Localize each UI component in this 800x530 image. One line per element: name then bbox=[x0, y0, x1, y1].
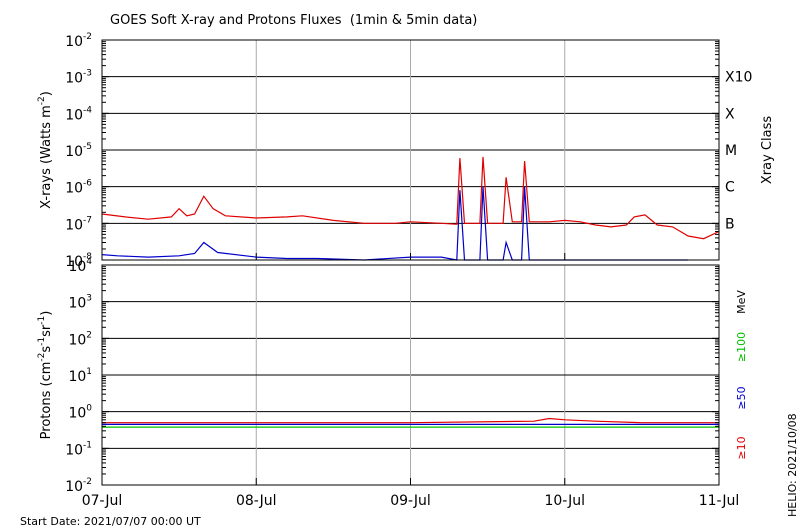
xray-y-ticks: 10-8 10-7 10-6 10-5 10-4 10-3 10-2 bbox=[65, 32, 719, 270]
xray-panel: 10-8 10-7 10-6 10-5 10-4 10-3 10-2 B C M X X10 X-r… bbox=[37, 32, 775, 270]
chart-title: GOES Soft X-ray and Protons Fluxes (1min… bbox=[110, 13, 477, 28]
proton-y-ticks: 10-2 10-1 100 101 102 103 104 bbox=[65, 257, 719, 495]
proton-y-tick-label: 102 bbox=[68, 330, 92, 348]
proton-legend-label: ≥50 bbox=[735, 386, 748, 409]
xray-class-label: C bbox=[725, 180, 735, 196]
proton-legend-label: ≥100 bbox=[735, 332, 748, 362]
xray-y-tick-label: 10-6 bbox=[65, 179, 92, 197]
proton-curves bbox=[102, 417, 719, 428]
xray-y-tick-label: 10-4 bbox=[65, 105, 92, 123]
xray-y-axis-label: X-rays (Watts m-2) bbox=[37, 91, 54, 209]
proton-grid bbox=[102, 264, 719, 486]
proton-legend-label: ≥10 bbox=[735, 436, 748, 459]
proton-y-axis-label: Protons (cm-2s-1sr-1) bbox=[37, 311, 54, 440]
xray-class-labels: B C M X X10 bbox=[725, 70, 752, 233]
xray-y-tick-label: 10-7 bbox=[65, 215, 92, 233]
x-tick-label: 07-Jul bbox=[82, 493, 123, 509]
proton-panel: 10-2 10-1 100 101 102 103 104 Protons (cm-2s-1… bbox=[37, 257, 748, 495]
x-tick-label: 10-Jul bbox=[544, 493, 585, 509]
xray-class-axis-label: Xray Class bbox=[760, 116, 775, 184]
proton-y-tick-label: 104 bbox=[68, 257, 92, 275]
xray-y-tick-label: 10-3 bbox=[65, 69, 92, 87]
xray-series-0 bbox=[101, 156, 720, 240]
xray-y-tick-label: 10-8 bbox=[65, 252, 92, 270]
x-tick-label: 11-Jul bbox=[699, 493, 740, 509]
xray-class-label: X bbox=[725, 106, 735, 122]
x-axis-ticks: 07-Jul 08-Jul 09-Jul 10-Jul 11-Jul bbox=[82, 253, 740, 509]
x-tick-label: 08-Jul bbox=[236, 493, 277, 509]
proton-y-tick-label: 103 bbox=[68, 294, 92, 312]
xray-y-tick-label: 10-5 bbox=[65, 142, 92, 160]
xray-class-label: B bbox=[725, 216, 735, 232]
proton-y-tick-label: 10-1 bbox=[65, 440, 92, 458]
proton-series-0 bbox=[102, 417, 719, 424]
proton-mev-label: MeV bbox=[735, 290, 748, 314]
xray-class-label: X10 bbox=[725, 70, 752, 86]
start-date: Start Date: 2021/07/07 00:00 UT bbox=[20, 515, 201, 528]
proton-y-tick-label: 101 bbox=[68, 367, 92, 385]
proton-legend: ≥10 ≥50 ≥100 bbox=[735, 332, 748, 460]
xray-class-label: M bbox=[725, 143, 737, 159]
xray-grid bbox=[102, 39, 719, 261]
xray-y-tick-label: 10-2 bbox=[65, 32, 92, 50]
proton-y-tick-label: 10-2 bbox=[65, 477, 92, 495]
proton-y-tick-label: 100 bbox=[68, 404, 92, 422]
credit-label: HELIO: 2021/10/08 bbox=[786, 413, 799, 517]
x-tick-label: 09-Jul bbox=[390, 493, 431, 509]
